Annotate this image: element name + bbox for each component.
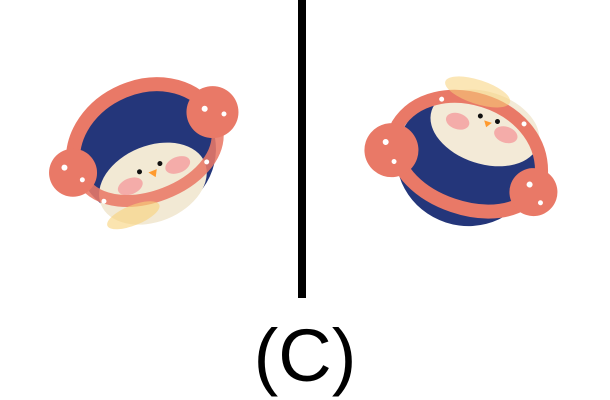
penguin-earmuffs-right-view-icon xyxy=(364,76,558,227)
left-cheek xyxy=(117,177,143,196)
earmuff-dot xyxy=(537,200,543,206)
earmuff-dot xyxy=(521,121,527,127)
right-cheek xyxy=(165,156,191,174)
earmuff-dot xyxy=(526,181,533,188)
earmuff-dot xyxy=(61,164,68,171)
earmuff-dot xyxy=(439,96,445,102)
left-earmuff-icon xyxy=(364,123,419,178)
left-earmuff-icon xyxy=(49,148,98,197)
beak-icon xyxy=(484,120,492,128)
head-highlight xyxy=(445,76,511,108)
penguin-earmuffs-left-view-icon xyxy=(49,77,239,230)
earmuff-band xyxy=(66,77,219,176)
vertical-divider xyxy=(298,0,306,298)
left-cheek xyxy=(445,112,470,130)
right-earmuff-icon xyxy=(186,86,239,139)
earmuff-dot xyxy=(201,105,208,112)
earmuff-dot xyxy=(101,198,107,204)
earmuff-dot xyxy=(221,111,227,117)
earmuff-dot xyxy=(79,177,85,183)
earmuff-dot xyxy=(382,138,389,145)
panel-label: (C) xyxy=(253,314,357,397)
belly-highlight xyxy=(107,201,160,230)
earmuff-lower-band xyxy=(77,123,224,207)
left-eye xyxy=(137,169,143,175)
right-earmuff-icon xyxy=(509,168,558,217)
earmuff-dot xyxy=(391,159,397,165)
left-eye xyxy=(477,113,483,119)
right-cheek xyxy=(494,126,518,144)
earmuff-dot xyxy=(204,159,210,165)
right-eye xyxy=(494,119,500,125)
right-eye xyxy=(157,161,163,167)
beak-icon xyxy=(148,169,157,178)
